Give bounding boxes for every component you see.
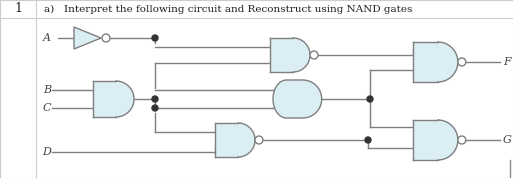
Text: a)   Interpret the following circuit and Reconstruct using NAND gates: a) Interpret the following circuit and R… [44,4,412,14]
Polygon shape [238,123,255,157]
Polygon shape [116,81,134,117]
Text: G: G [503,135,512,145]
Circle shape [458,136,466,144]
Text: C: C [43,103,51,113]
Polygon shape [438,42,458,82]
Polygon shape [270,38,293,72]
Text: B: B [43,85,51,95]
Circle shape [458,58,466,66]
Polygon shape [438,120,458,160]
Circle shape [152,35,158,41]
Polygon shape [273,80,322,118]
Polygon shape [74,27,101,49]
Polygon shape [293,38,310,72]
Circle shape [152,105,158,111]
Polygon shape [413,120,438,160]
Text: D: D [42,147,51,157]
Polygon shape [413,42,438,82]
Circle shape [255,136,263,144]
Circle shape [102,34,110,42]
Circle shape [365,137,371,143]
Text: F: F [503,57,511,67]
Circle shape [367,96,373,102]
Circle shape [310,51,318,59]
Text: A: A [43,33,51,43]
Polygon shape [93,81,116,117]
Text: 1: 1 [14,2,22,15]
Circle shape [152,96,158,102]
Polygon shape [215,123,238,157]
